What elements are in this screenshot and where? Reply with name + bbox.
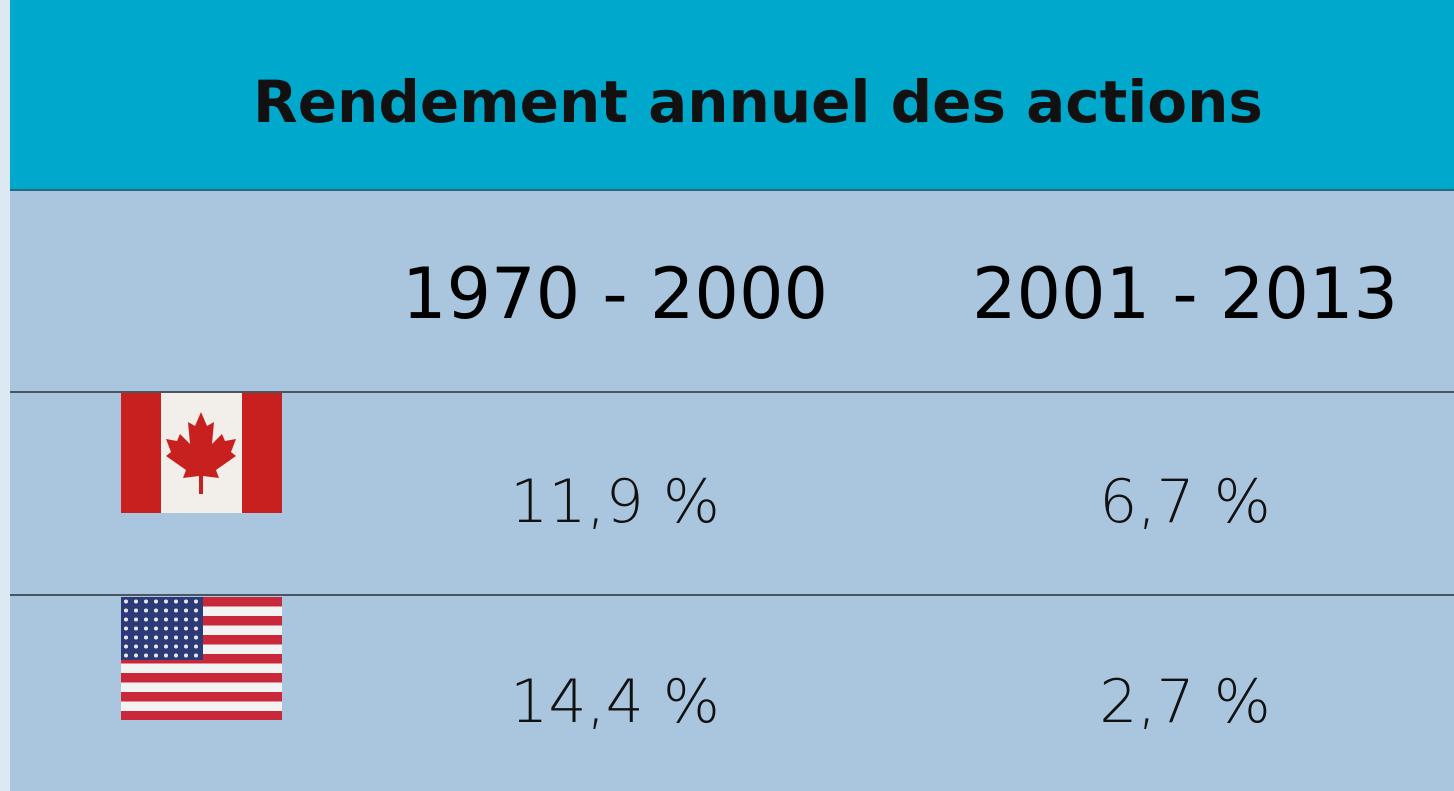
title-bar [10, 0, 1454, 190]
cell: 11,9 % [510, 467, 720, 537]
column-header: 1970 - 2000 [402, 253, 828, 335]
cell: 2,7 % [1099, 667, 1271, 737]
cell: 14,4 % [510, 667, 720, 737]
usa-flag [121, 597, 282, 720]
column-header: 2001 - 2013 [972, 253, 1398, 335]
canada-flag [121, 393, 282, 513]
cell: 6,7 % [1099, 467, 1271, 537]
title: Rendement annuel des actions [253, 68, 1263, 136]
